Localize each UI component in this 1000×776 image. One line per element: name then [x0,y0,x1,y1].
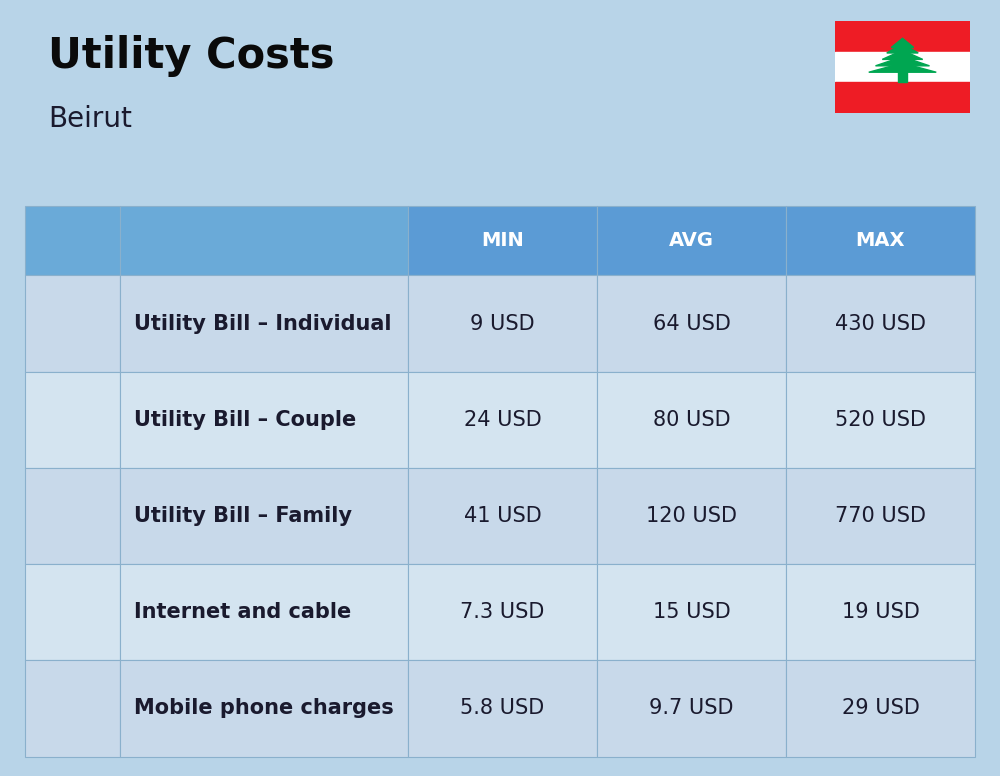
Circle shape [67,293,78,303]
Text: 9 USD: 9 USD [470,314,535,334]
Text: 19 USD: 19 USD [842,602,919,622]
Circle shape [70,296,75,301]
Polygon shape [876,57,930,66]
Text: Utility Bill – Couple: Utility Bill – Couple [134,410,356,430]
FancyBboxPatch shape [80,426,109,455]
Polygon shape [887,44,918,53]
Circle shape [42,341,48,347]
Text: 80 USD: 80 USD [653,410,730,430]
Polygon shape [869,63,936,72]
FancyBboxPatch shape [60,287,85,309]
Circle shape [59,625,63,629]
FancyBboxPatch shape [60,480,85,501]
Text: MAX: MAX [856,231,905,250]
FancyBboxPatch shape [36,426,65,455]
Circle shape [42,438,48,443]
Text: Utility Costs: Utility Costs [48,35,334,77]
Polygon shape [891,38,914,47]
Circle shape [66,487,79,501]
Text: 15 USD: 15 USD [653,602,730,622]
Text: 5.8 USD: 5.8 USD [460,698,545,719]
Polygon shape [63,405,81,421]
FancyBboxPatch shape [49,636,96,643]
Text: Utility Bill – Family: Utility Bill – Family [134,506,352,526]
Circle shape [67,390,78,400]
Text: AVG: AVG [669,231,714,250]
Circle shape [67,625,70,629]
FancyBboxPatch shape [47,671,98,746]
Circle shape [93,333,100,341]
Text: MIN: MIN [481,231,524,250]
Polygon shape [898,71,907,81]
Text: 430 USD: 430 USD [835,314,926,334]
Polygon shape [63,309,81,325]
FancyBboxPatch shape [79,716,88,725]
FancyBboxPatch shape [67,694,76,703]
FancyBboxPatch shape [55,694,64,703]
FancyBboxPatch shape [80,522,109,551]
Circle shape [70,603,75,607]
Circle shape [67,486,78,496]
Text: 120 USD: 120 USD [646,506,737,526]
FancyBboxPatch shape [63,679,82,684]
Text: Internet and cable: Internet and cable [134,602,351,622]
Text: 41 USD: 41 USD [464,506,541,526]
FancyBboxPatch shape [36,330,65,359]
Bar [835,52,970,81]
Circle shape [93,429,100,437]
Polygon shape [882,50,923,60]
Circle shape [42,534,48,539]
Circle shape [70,392,75,397]
Circle shape [53,438,59,443]
Text: Mobile phone charges: Mobile phone charges [134,698,394,719]
FancyBboxPatch shape [80,330,109,359]
Text: 7.3 USD: 7.3 USD [460,602,545,622]
FancyBboxPatch shape [60,383,85,405]
Circle shape [53,341,59,347]
Circle shape [52,625,55,629]
Text: Beirut: Beirut [48,105,132,133]
Text: 24 USD: 24 USD [464,410,541,430]
FancyBboxPatch shape [36,522,65,551]
Circle shape [93,525,100,533]
FancyBboxPatch shape [53,684,92,735]
Circle shape [69,736,75,742]
Circle shape [66,391,79,404]
FancyBboxPatch shape [40,614,105,640]
Bar [835,21,970,52]
Circle shape [66,295,79,308]
Circle shape [53,534,59,539]
Text: 29 USD: 29 USD [842,698,919,719]
Text: 64 USD: 64 USD [653,314,730,334]
FancyBboxPatch shape [79,705,88,714]
FancyBboxPatch shape [55,716,64,725]
Polygon shape [63,501,81,518]
Circle shape [70,488,75,494]
Text: Utility Bill – Individual: Utility Bill – Individual [134,314,391,334]
Text: 9.7 USD: 9.7 USD [649,698,734,719]
FancyBboxPatch shape [67,716,76,725]
FancyBboxPatch shape [55,705,64,714]
FancyBboxPatch shape [79,694,88,703]
Text: 520 USD: 520 USD [835,410,926,430]
FancyBboxPatch shape [67,705,76,714]
Text: 770 USD: 770 USD [835,506,926,526]
Bar [835,81,970,113]
